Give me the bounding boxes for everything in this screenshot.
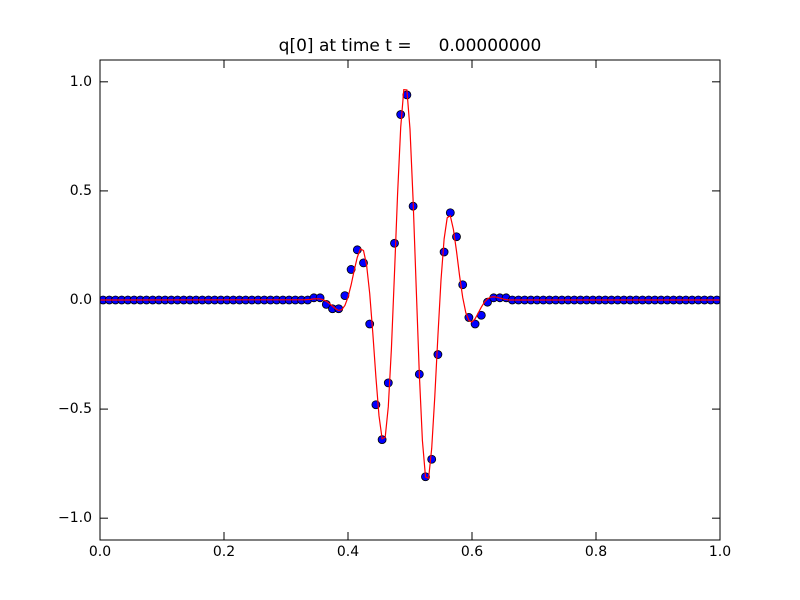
x-tick-label: 0.0 xyxy=(89,544,111,560)
y-tick-label: 1.0 xyxy=(70,74,92,90)
data-point xyxy=(315,293,325,303)
data-point xyxy=(470,319,480,329)
x-tick-label: 0.6 xyxy=(461,544,483,560)
data-point xyxy=(346,265,356,274)
y-tick-label: −0.5 xyxy=(58,401,92,417)
data-point xyxy=(433,350,443,359)
data-point xyxy=(427,454,437,464)
x-tick-label: 0.8 xyxy=(585,544,607,560)
x-tick-label: 0.4 xyxy=(337,544,359,560)
data-point xyxy=(439,247,449,257)
y-tick-label: 0.5 xyxy=(70,183,92,199)
chart-title: q[0] at time t = 0.00000000 xyxy=(279,36,542,56)
y-tick-label: 0.0 xyxy=(70,292,92,308)
x-tick-label: 0.2 xyxy=(213,544,235,560)
y-tick-label: −1.0 xyxy=(58,510,92,526)
x-tick-label: 1.0 xyxy=(709,544,731,560)
data-line xyxy=(100,89,720,480)
plot-frame xyxy=(99,59,721,541)
data-point xyxy=(383,378,393,388)
data-point xyxy=(396,110,406,119)
data-point xyxy=(390,238,399,248)
